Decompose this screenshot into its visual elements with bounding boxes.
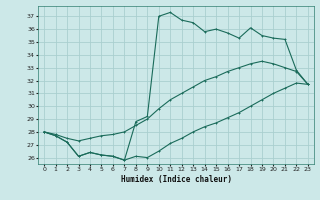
X-axis label: Humidex (Indice chaleur): Humidex (Indice chaleur) xyxy=(121,175,231,184)
